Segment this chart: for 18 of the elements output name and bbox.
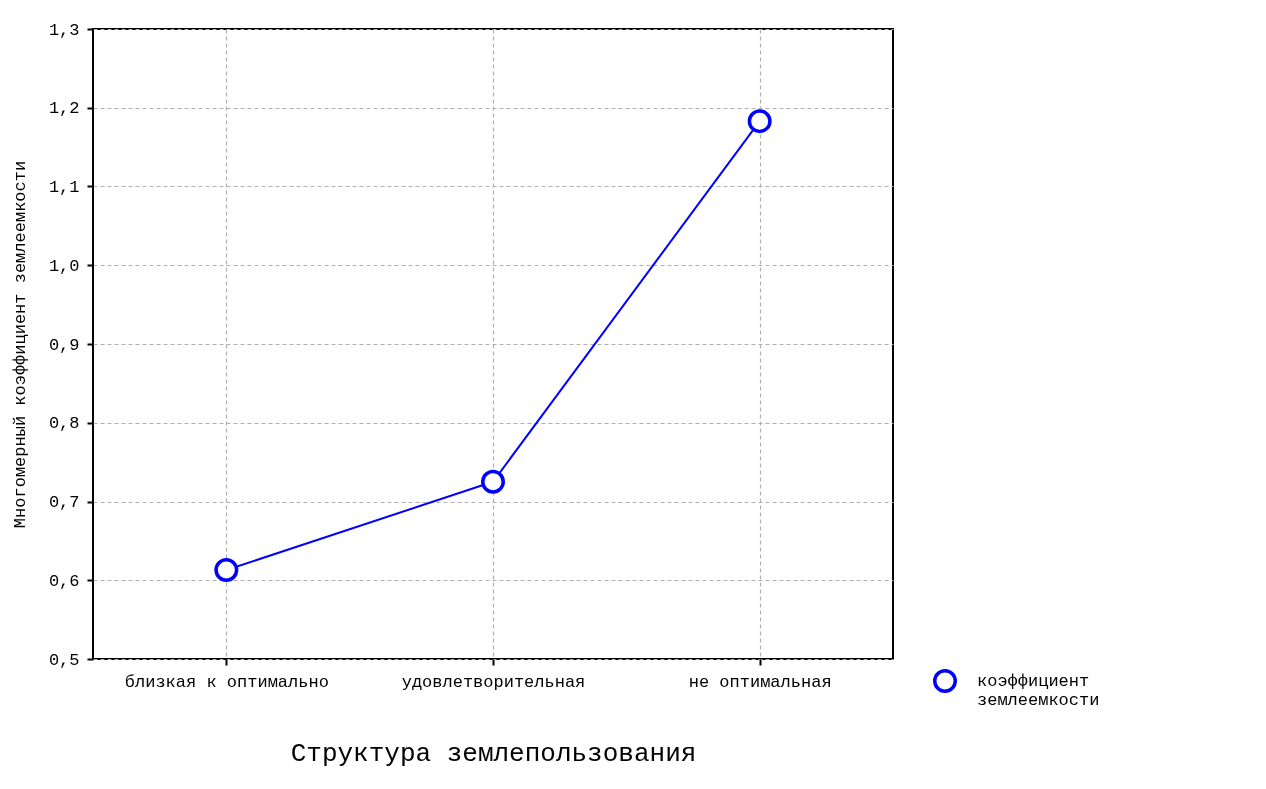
x-tick-label: удовлетворительная — [401, 672, 586, 692]
legend-label: коэффициент землеемкости — [977, 672, 1100, 710]
y-tick-label: 1,1 — [48, 178, 80, 197]
y-tick-label: 0,6 — [48, 571, 80, 591]
x-axis-title: Структура землепользования — [290, 738, 697, 769]
y-tick-label: 1,3 — [48, 20, 80, 40]
y-tick-label: 0,5 — [48, 650, 80, 670]
point — [747, 109, 772, 134]
point — [481, 469, 505, 494]
point — [214, 558, 239, 582]
x-tick-label: не оптимальная — [688, 672, 832, 692]
x-tick-label: близкая к оптимально — [124, 672, 329, 692]
y-tick-label: 1,0 — [48, 256, 80, 276]
y-tick-label: 0,7 — [48, 493, 80, 512]
y-tick-label: 0,8 — [48, 414, 80, 434]
y-tick-label: 0,9 — [48, 335, 80, 355]
y-tick-label: 1,2 — [48, 99, 80, 119]
y-axis-title: Многомерный коэффициент землеемкости — [10, 160, 30, 529]
